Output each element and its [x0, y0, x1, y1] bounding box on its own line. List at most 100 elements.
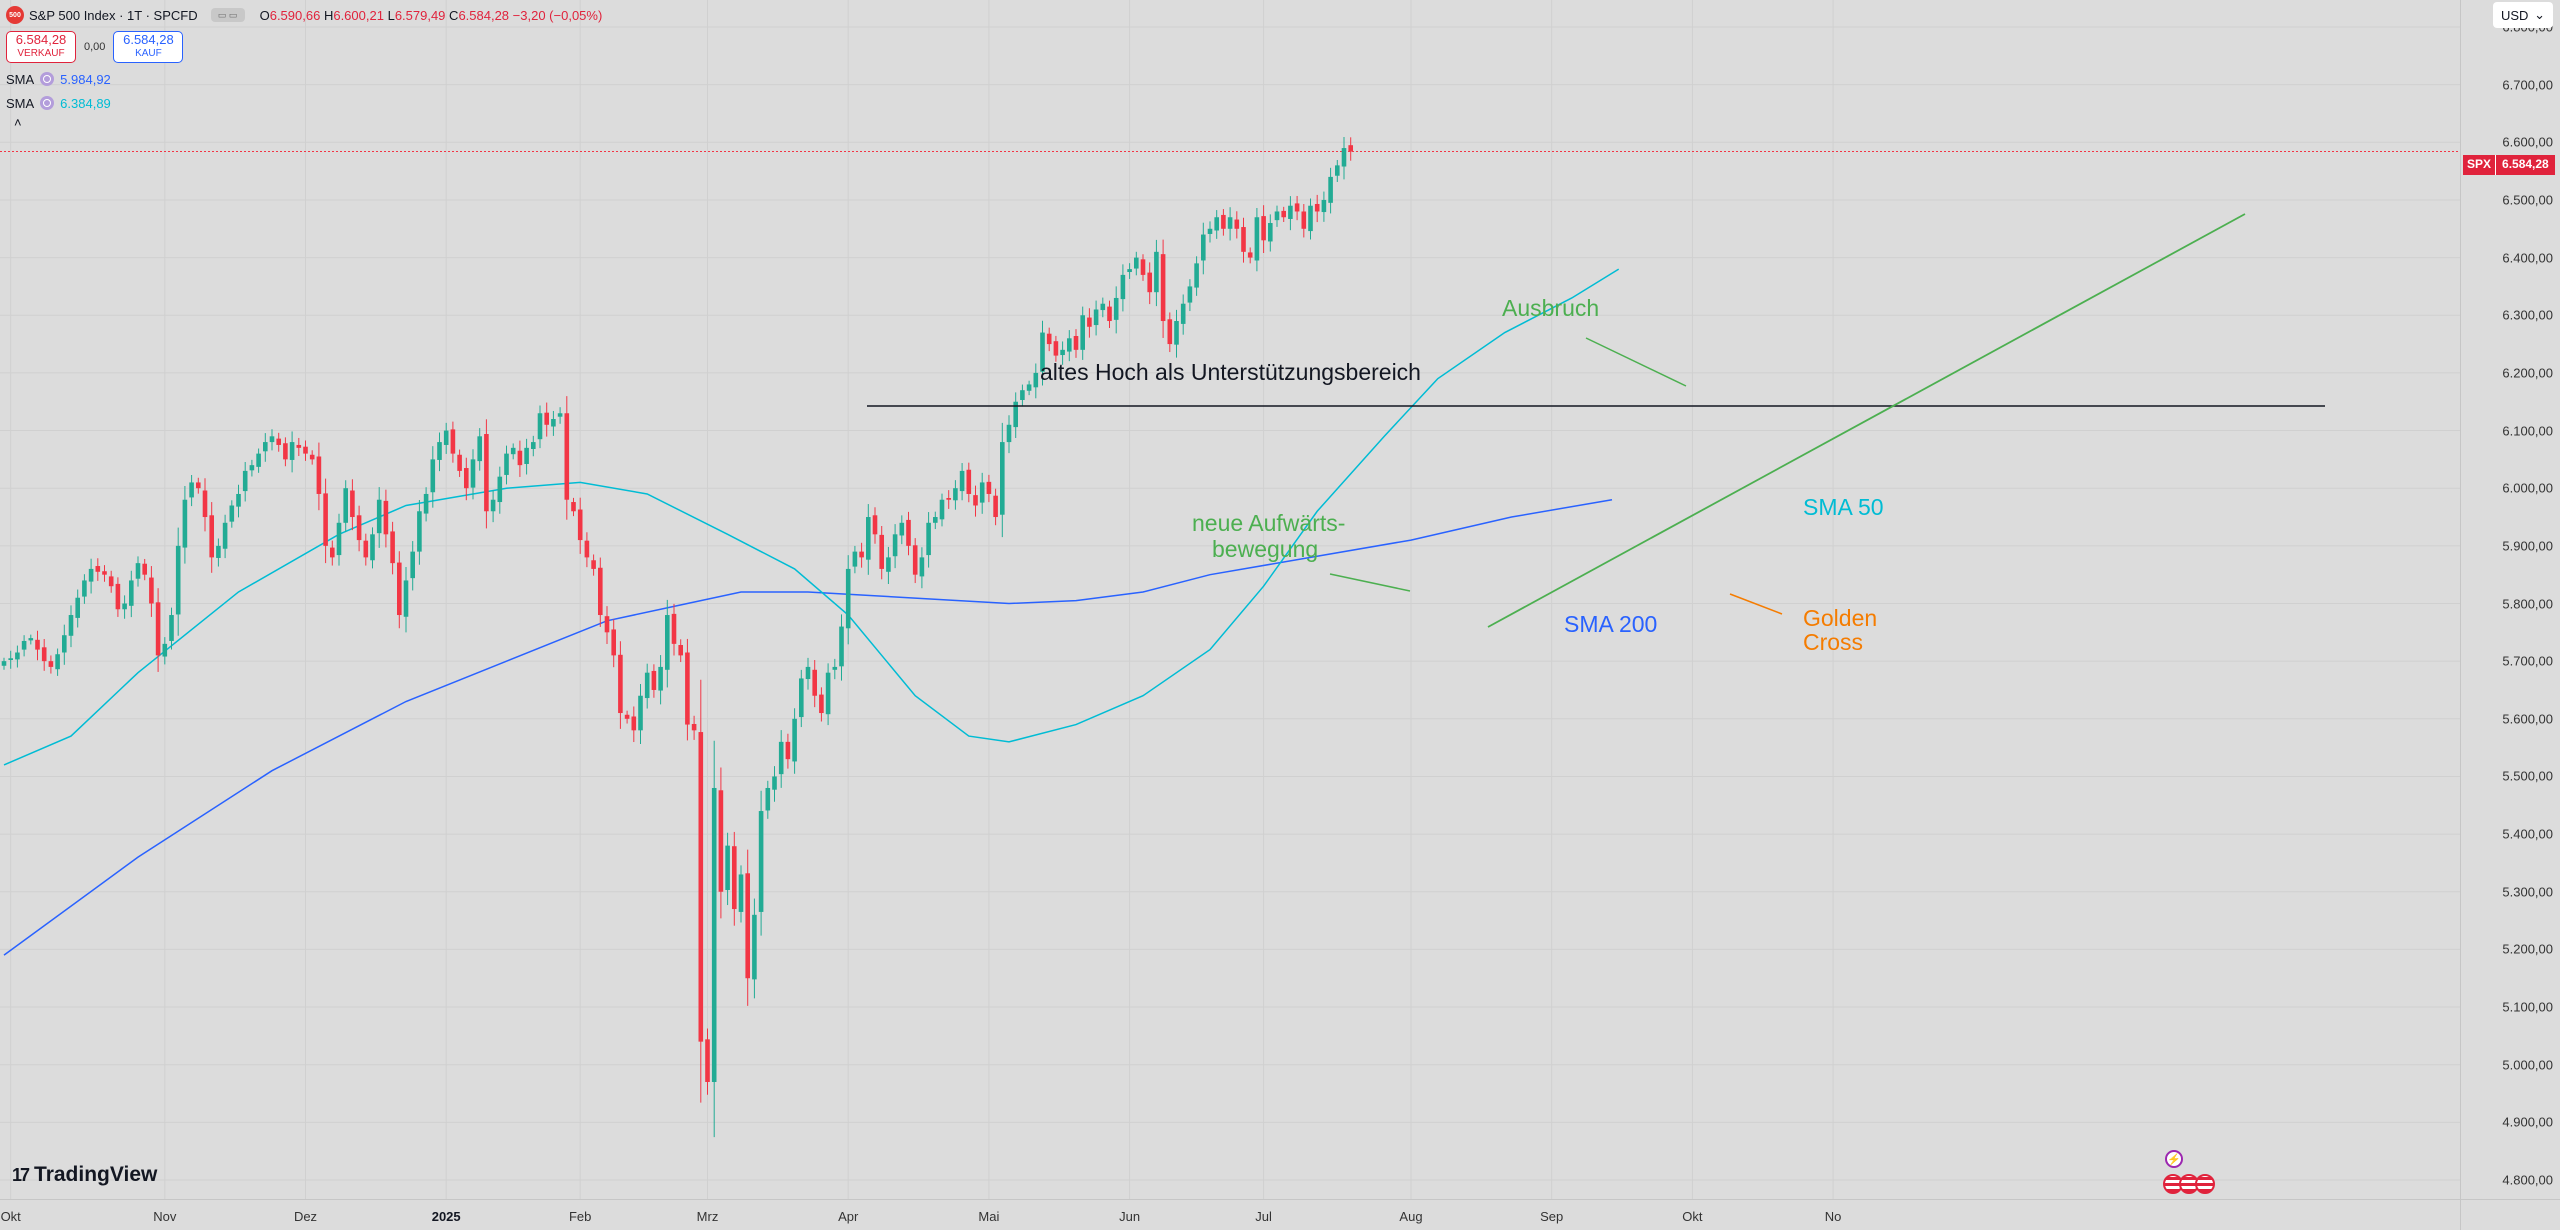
candle-body [263, 442, 268, 452]
sma-indicator-200[interactable]: SMA 5.984,92 [6, 67, 602, 91]
buy-label: KAUF [135, 48, 162, 59]
candle-body [825, 672, 831, 715]
candle-body [1294, 203, 1300, 212]
indicator-settings-icon[interactable] [40, 72, 55, 86]
economic-events[interactable]: ⚡ [2163, 1150, 2215, 1194]
time-tick-label: Apr [838, 1209, 859, 1224]
annotation-golden-1[interactable]: Golden [1803, 605, 1878, 631]
candle-body [1308, 205, 1313, 232]
candle-body [1247, 252, 1253, 258]
candle-body [222, 522, 228, 549]
sma-indicator-50[interactable]: SMA 6.384,89 [6, 91, 602, 115]
candle-body [1093, 309, 1099, 326]
indicator-settings-icon[interactable] [40, 96, 55, 110]
candle-body [464, 468, 469, 489]
low-value: 6.579,49 [394, 7, 446, 23]
price-tick-label: 5.800,00 [2502, 596, 2553, 611]
candle-body [102, 571, 107, 575]
candle-body [8, 658, 13, 660]
candle-body [1033, 372, 1039, 388]
candle-body [122, 603, 127, 610]
us-flag-icon[interactable] [2195, 1174, 2215, 1194]
candle-body [350, 490, 355, 518]
candle-body [1174, 321, 1179, 345]
candle-body [477, 436, 482, 462]
candle-body [296, 444, 302, 448]
candle-body [946, 498, 951, 500]
grid-lines [0, 0, 2460, 1199]
candle-body [517, 450, 523, 466]
annotation-sma200[interactable]: SMA 200 [1564, 611, 1658, 637]
candle-body [1046, 333, 1052, 345]
candle-body [75, 597, 80, 618]
time-axis[interactable]: Okt Nov Dez 2025 Feb Mrz Apr Mai Jun Jul Aug Sep Okt… [0, 1199, 2460, 1230]
annotation-new-uptrend-2[interactable]: bewegung [1212, 536, 1319, 562]
candle-body [1214, 217, 1219, 231]
candle-body [457, 454, 462, 471]
candle-body [772, 776, 777, 790]
candle-body [939, 499, 945, 520]
candle-body [1254, 217, 1260, 261]
candle-body [28, 638, 34, 641]
candle-body [537, 413, 543, 440]
annotation-breakout[interactable]: Ausbruch [1502, 295, 1600, 321]
candle-body [1187, 286, 1193, 303]
us-flag-events[interactable] [2163, 1174, 2215, 1194]
breakout-arrow-line [1585, 337, 1687, 387]
change-value: −3,20 (−0,05%) [512, 7, 603, 23]
price-chart[interactable] [0, 0, 2460, 1199]
candle-body [470, 459, 476, 488]
candle-body [886, 557, 891, 572]
price-tick-label: 6.700,00 [2502, 77, 2553, 93]
annotation-sma50[interactable]: SMA 50 [1803, 494, 1884, 520]
chart-pane[interactable]: 500 S&P 500 Index · 1T · SPCFD ▭ ▭ O6.59… [0, 0, 2460, 1199]
candle-body [711, 787, 717, 1082]
candle-body [1107, 306, 1112, 322]
close-value: 6.584,28 [458, 7, 510, 23]
annotation-golden-2[interactable]: Cross [1803, 629, 1864, 655]
price-axis[interactable]: 6.800,006.700,006.600,006.500,006.400,00… [2460, 0, 2560, 1199]
uptrend-line [1487, 213, 2246, 628]
price-tick-label: 4.900,00 [2502, 1114, 2553, 1130]
time-tick-label: Jul [1255, 1209, 1272, 1224]
time-tick-label: Nov [153, 1209, 177, 1224]
candle-body [1073, 336, 1079, 350]
candle-body [497, 476, 503, 503]
candle-body [115, 583, 121, 610]
legend-toggle-pill[interactable]: ▭ ▭ [210, 8, 245, 22]
price-tick-label: 5.000,00 [2502, 1057, 2553, 1073]
annotation-new-uptrend-1[interactable]: neue Aufwärts- [1192, 510, 1346, 536]
chevron-up-icon[interactable]: ˄ [14, 115, 22, 130]
candle-body [819, 694, 824, 714]
tradingview-brand: TradingView [34, 1163, 158, 1186]
candle-body [397, 562, 402, 616]
candle-body [229, 505, 235, 522]
currency-selector[interactable]: USD ⌄ [2493, 2, 2553, 28]
candle-body [209, 515, 214, 558]
candle-body [1268, 223, 1273, 242]
candle-body [383, 500, 389, 535]
candle-body [631, 716, 637, 731]
candle-body [1328, 176, 1333, 203]
time-tick-label: 2025 [431, 1209, 461, 1224]
price-tick-label: 6.300,00 [2502, 307, 2553, 323]
candle-body [1080, 315, 1085, 350]
candle-body [685, 652, 690, 725]
candle-body [866, 517, 871, 560]
candle-body [1241, 227, 1246, 252]
annotation-old-high[interactable]: altes Hoch als Unterstützungsbereich [1040, 359, 1421, 385]
symbol-title[interactable]: S&P 500 Index · 1T · SPCFD [29, 7, 198, 23]
buy-button[interactable]: 6.584,28 KAUF [113, 31, 184, 63]
candle-body [1100, 303, 1106, 311]
candle-body [906, 519, 911, 546]
candle-body [1060, 349, 1065, 356]
candle-body [752, 914, 757, 980]
candle-body [1006, 424, 1012, 443]
candle-body [1281, 210, 1286, 218]
price-tick-label: 5.100,00 [2502, 999, 2553, 1015]
lightning-icon[interactable]: ⚡ [2165, 1150, 2183, 1168]
sell-button[interactable]: 6.584,28 VERKAUF [6, 31, 76, 63]
candle-body [216, 545, 221, 558]
candle-body [557, 413, 563, 417]
tradingview-logo[interactable]: 17 TradingView [12, 1163, 157, 1187]
